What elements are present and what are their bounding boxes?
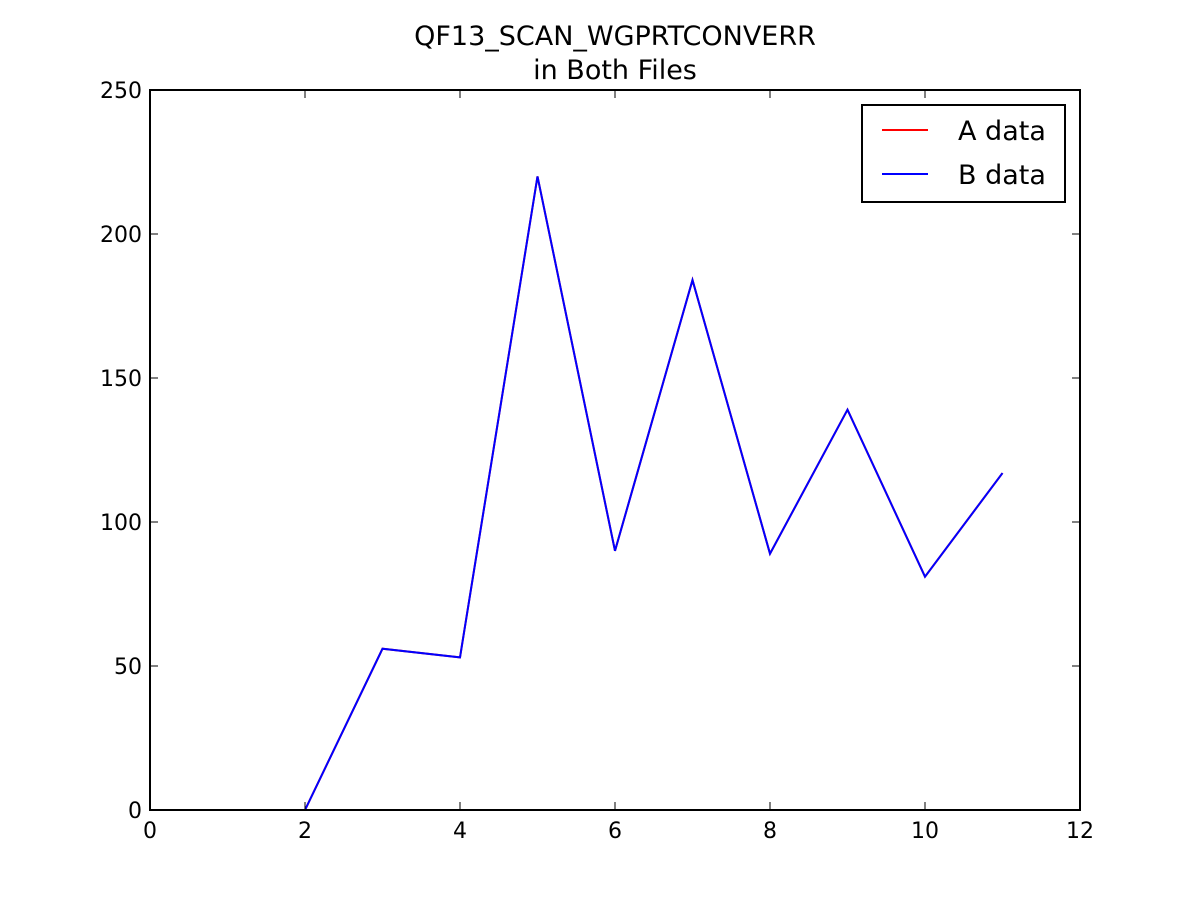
x-tick-label: 2 [298, 819, 312, 844]
legend: A data B data [861, 104, 1066, 203]
legend-label: B data [958, 160, 1046, 191]
x-tick-label: 6 [608, 819, 622, 844]
series-line-a-data [150, 176, 1004, 811]
series-line-b-data [150, 176, 1004, 811]
x-tick-label: 10 [911, 819, 939, 844]
chart-title: QF13_SCAN_WGPRTCONVERR [414, 21, 816, 52]
x-tick-label: 0 [143, 819, 157, 844]
x-tick-label: 12 [1066, 819, 1094, 844]
legend-label: A data [958, 116, 1046, 147]
y-tick-label: 0 [128, 799, 142, 824]
y-tick-label: 50 [114, 655, 142, 680]
chart-subtitle: in Both Files [533, 55, 697, 86]
x-tick-label: 4 [453, 819, 467, 844]
plot-area: 0 2 4 6 8 10 12 0 50 100 150 200 250 A data B data [100, 79, 1094, 844]
x-tick-label: 8 [763, 819, 777, 844]
y-tick-label: 100 [100, 511, 142, 536]
legend-box [861, 104, 1066, 203]
y-tick-label: 200 [100, 223, 142, 248]
y-tick-label: 250 [100, 79, 142, 104]
y-tick-label: 150 [100, 367, 142, 392]
